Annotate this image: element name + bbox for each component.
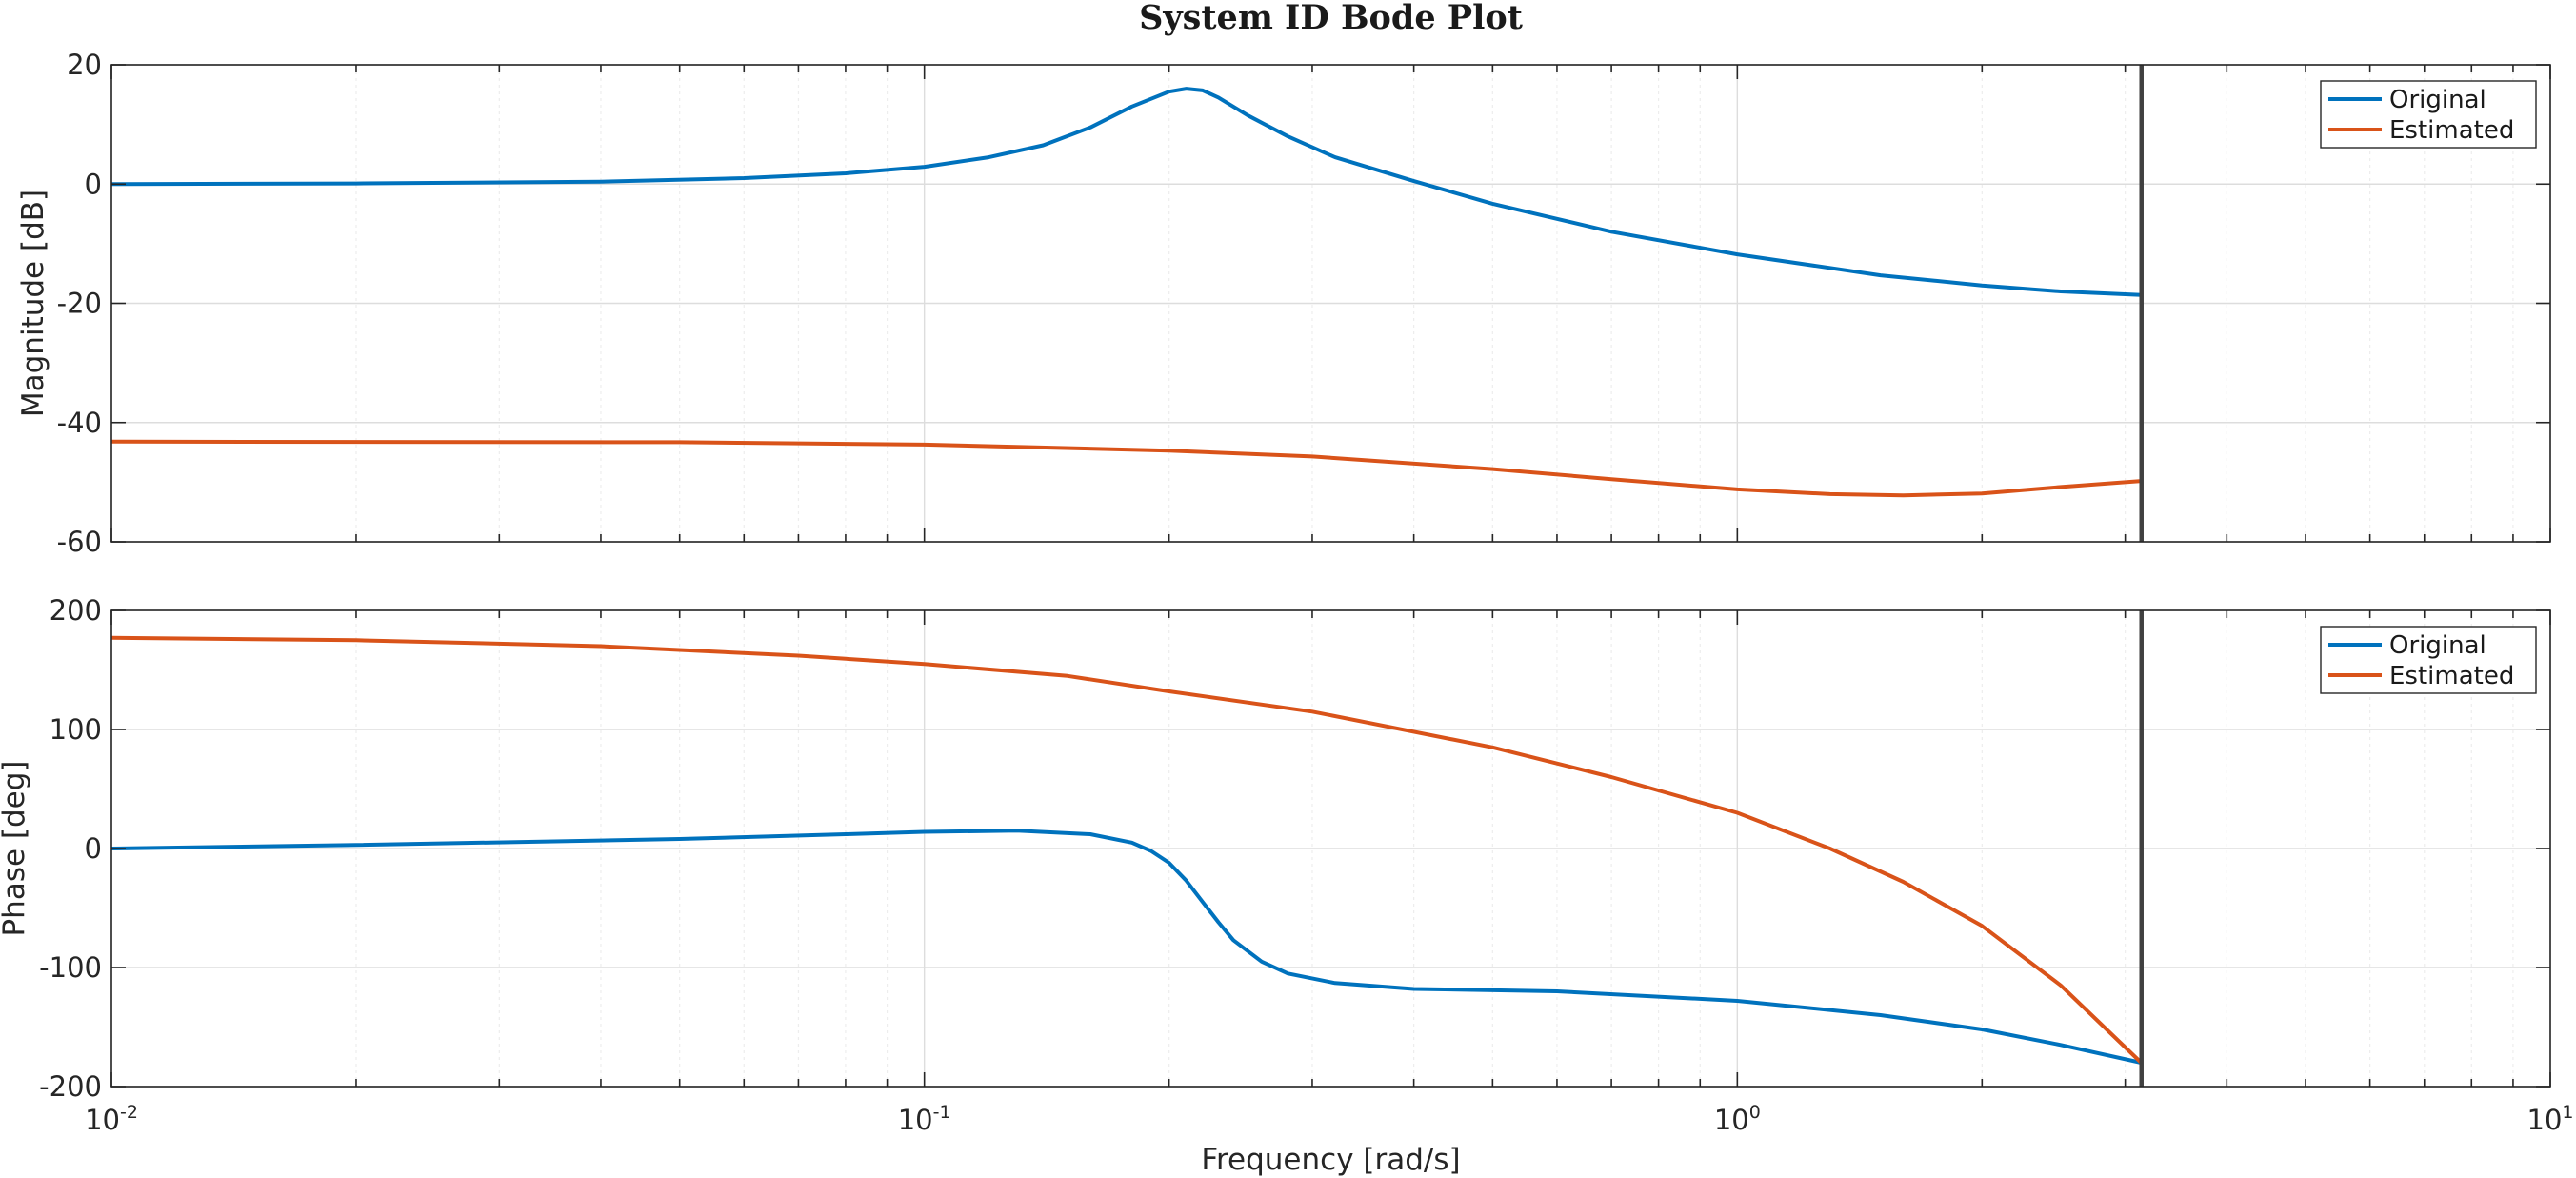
phase-legend: Original Estimated xyxy=(2320,626,2537,694)
x-tick-label: 101 xyxy=(2527,1102,2574,1136)
x-tick-label: 10-1 xyxy=(898,1102,951,1136)
y-tick-label: 200 xyxy=(50,594,102,627)
y-tick-label: 0 xyxy=(85,168,102,200)
magnitude-legend-box xyxy=(2320,80,2537,149)
series-line-original xyxy=(110,829,2142,1065)
phase-legend-label-original: Original xyxy=(2389,631,2486,660)
x-tick-label: 100 xyxy=(1714,1102,1761,1136)
phase-legend-box xyxy=(2320,626,2537,694)
y-tick-label: -100 xyxy=(39,951,102,984)
y-tick-label: 0 xyxy=(85,832,102,865)
x-axis-label: Frequency [rad/s] xyxy=(1201,1143,1460,1177)
y-tick-label: 100 xyxy=(50,713,102,746)
phase-lines xyxy=(110,610,2144,1087)
magnitude-ticks xyxy=(110,64,2551,543)
magnitude-subplot: 20 0 -20 -40 -60 Magnitude [dB] Original Est… xyxy=(16,49,2551,558)
series-line-estimated xyxy=(110,635,2143,1065)
magnitude-legend-label-estimated: Estimated xyxy=(2389,116,2514,145)
y-tick-label: -200 xyxy=(39,1070,102,1103)
series-line-estimated xyxy=(110,439,2142,498)
phase-legend-label-estimated: Estimated xyxy=(2389,662,2514,690)
y-tick-label: -40 xyxy=(57,407,102,439)
x-tick-label: 10-2 xyxy=(85,1102,138,1136)
magnitude-lines xyxy=(110,65,2144,542)
y-tick-label: 20 xyxy=(67,49,102,81)
y-tick-label: -20 xyxy=(57,288,102,320)
phase-y-tick-labels: 200 100 0 -100 -200 xyxy=(39,594,102,1103)
series-line-original xyxy=(110,87,2142,297)
chart-title: System ID Bode Plot xyxy=(1139,0,1523,37)
magnitude-y-tick-labels: 20 0 -20 -40 -60 xyxy=(57,49,102,558)
phase-ticks xyxy=(110,609,2551,1088)
magnitude-legend-label-original: Original xyxy=(2389,86,2486,114)
phase-subplot: 200 100 0 -100 -200 Phase [deg] Original Est… xyxy=(0,594,2551,1103)
y-tick-label: -60 xyxy=(57,526,102,558)
phase-grid xyxy=(110,609,2551,1088)
magnitude-legend: Original Estimated xyxy=(2320,80,2537,149)
magnitude-y-axis-label: Magnitude [dB] xyxy=(16,190,50,417)
x-tick-labels: 10-2 10-1 100 101 xyxy=(85,1102,2573,1136)
magnitude-grid xyxy=(110,64,2551,543)
phase-y-axis-label: Phase [deg] xyxy=(0,760,31,936)
